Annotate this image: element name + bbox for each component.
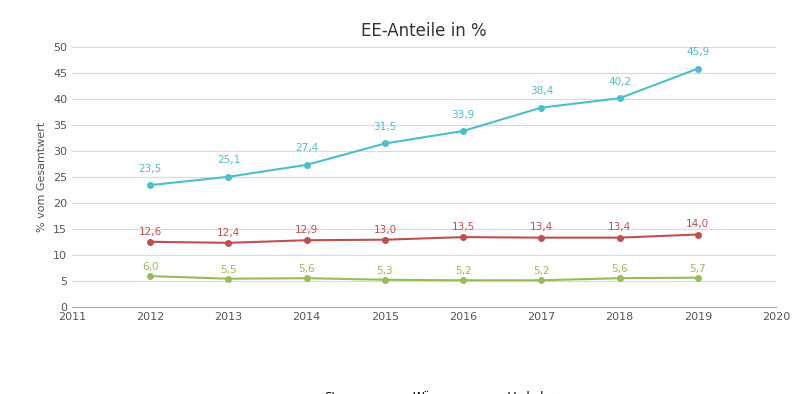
Strom (224, 175, 234, 179)
Text: 38,4: 38,4 (530, 86, 553, 96)
Text: 5,6: 5,6 (611, 264, 628, 274)
Text: 5,7: 5,7 (690, 264, 706, 273)
Text: 31,5: 31,5 (374, 122, 397, 132)
Verkehr (693, 275, 702, 280)
Wärme (458, 235, 468, 240)
Verkehr (614, 276, 624, 281)
Strom (146, 183, 155, 188)
Text: 23,5: 23,5 (138, 164, 162, 174)
Text: 45,9: 45,9 (686, 47, 710, 57)
Text: 13,5: 13,5 (451, 222, 474, 232)
Strom (614, 96, 624, 100)
Text: 5,5: 5,5 (220, 264, 237, 275)
Wärme (537, 235, 546, 240)
Verkehr (146, 274, 155, 279)
Text: 14,0: 14,0 (686, 219, 710, 229)
Text: 33,9: 33,9 (451, 110, 474, 119)
Text: 25,1: 25,1 (217, 155, 240, 165)
Text: 5,2: 5,2 (533, 266, 550, 276)
Text: 5,6: 5,6 (298, 264, 315, 274)
Title: EE-Anteile in %: EE-Anteile in % (361, 22, 487, 40)
Text: 5,2: 5,2 (454, 266, 471, 276)
Wärme (146, 240, 155, 244)
Text: 5,3: 5,3 (377, 266, 394, 275)
Text: 12,4: 12,4 (217, 228, 240, 238)
Text: 6,0: 6,0 (142, 262, 158, 272)
Line: Wärme: Wärme (147, 232, 701, 245)
Strom (458, 129, 468, 134)
Strom (537, 105, 546, 110)
Strom (302, 162, 311, 167)
Wärme (693, 232, 702, 237)
Text: 27,4: 27,4 (295, 143, 318, 153)
Text: 13,4: 13,4 (608, 223, 631, 232)
Verkehr (224, 276, 234, 281)
Verkehr (537, 278, 546, 282)
Text: 12,9: 12,9 (295, 225, 318, 235)
Verkehr (380, 277, 390, 282)
Text: 12,6: 12,6 (138, 227, 162, 236)
Text: 40,2: 40,2 (608, 77, 631, 87)
Line: Strom: Strom (147, 66, 701, 188)
Wärme (302, 238, 311, 243)
Verkehr (302, 276, 311, 281)
Strom (693, 66, 702, 71)
Text: 13,0: 13,0 (374, 225, 397, 234)
Y-axis label: % vom Gesamtwert: % vom Gesamtwert (38, 122, 47, 232)
Text: 13,4: 13,4 (530, 223, 553, 232)
Line: Verkehr: Verkehr (147, 273, 701, 283)
Strom (380, 141, 390, 146)
Wärme (614, 235, 624, 240)
Wärme (380, 237, 390, 242)
Legend: Strom, Wärme, Verkehr: Strom, Wärme, Verkehr (290, 386, 558, 394)
Verkehr (458, 278, 468, 282)
Wärme (224, 240, 234, 245)
